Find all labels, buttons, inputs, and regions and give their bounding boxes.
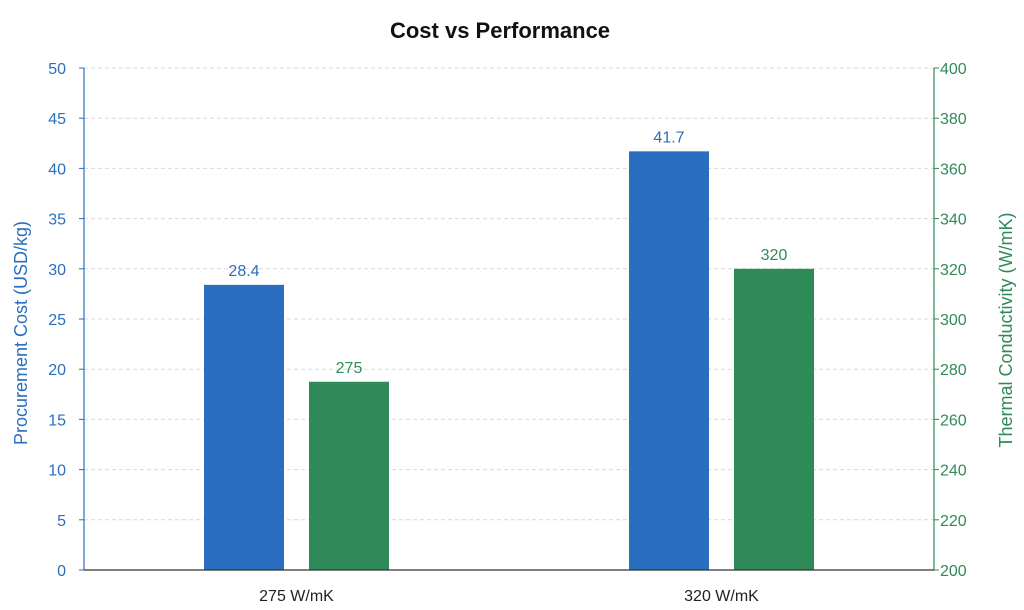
bars: 28.4 275 41.7 320 (204, 129, 814, 570)
x-tick-label: 275 W/mK (259, 588, 334, 605)
axes: 0 5 10 15 20 25 30 35 40 45 50 200 220 240 260 280 300 32… (48, 61, 967, 605)
y-left-tick-label: 15 (48, 412, 66, 429)
y-left-tick-label: 35 (48, 212, 66, 229)
y-right-tick-label: 220 (940, 513, 967, 530)
data-label: 275 (336, 360, 363, 377)
y-right-tick-label: 320 (940, 262, 967, 279)
y-right-tick-label: 200 (940, 563, 967, 580)
y-left-tick-label: 10 (48, 463, 66, 480)
data-label: 28.4 (228, 263, 259, 280)
y-axis-right-label: Thermal Conductivity (W/mK) (996, 212, 1016, 447)
bar (734, 268, 814, 570)
y-left-tick-label: 40 (48, 161, 66, 178)
bar (309, 381, 389, 570)
y-right-tick-label: 260 (940, 412, 967, 429)
y-left-tick-label: 50 (48, 61, 66, 78)
y-right-tick-label: 380 (940, 111, 967, 128)
y-left-tick-label: 5 (57, 513, 66, 530)
y-right-tick-label: 300 (940, 312, 967, 329)
y-right-tick-label: 280 (940, 362, 967, 379)
x-tick-label: 320 W/mK (684, 588, 759, 605)
y-left-tick-label: 45 (48, 111, 66, 128)
y-left-tick-label: 0 (57, 563, 66, 580)
y-axis-left-label: Procurement Cost (USD/kg) (11, 221, 31, 445)
chart-title: Cost vs Performance (390, 18, 610, 43)
y-right-tick-label: 240 (940, 463, 967, 480)
bar (204, 284, 284, 570)
y-left-tick-label: 25 (48, 312, 66, 329)
bar (629, 151, 709, 570)
y-right-tick-label: 400 (940, 61, 967, 78)
y-right-tick-label: 340 (940, 212, 967, 229)
data-label: 41.7 (653, 129, 684, 146)
data-label: 320 (761, 247, 788, 264)
y-left-tick-label: 30 (48, 262, 66, 279)
y-left-tick-label: 20 (48, 362, 66, 379)
y-right-tick-label: 360 (940, 161, 967, 178)
